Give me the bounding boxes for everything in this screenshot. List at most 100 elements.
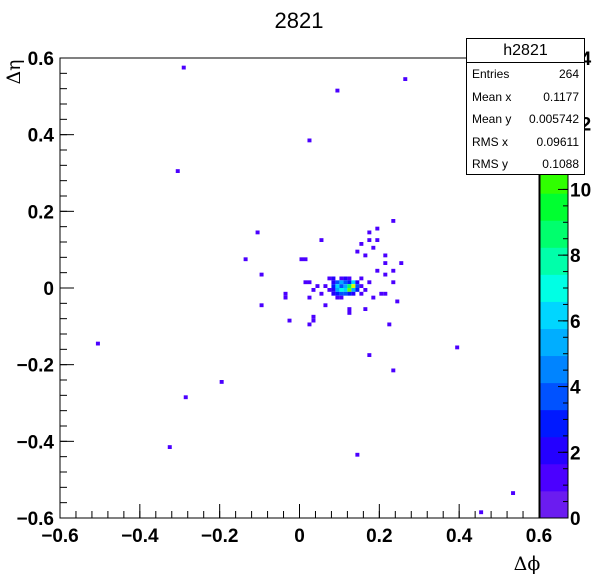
heatmap-cell xyxy=(391,219,396,223)
y-tick-label: −0.4 xyxy=(16,432,54,453)
heatmap-cell xyxy=(307,138,312,143)
y-tick-label: −0.2 xyxy=(16,356,54,377)
heatmap-cell xyxy=(319,238,324,242)
heatmap-cell xyxy=(335,295,340,300)
heatmap-cell xyxy=(311,314,316,319)
heatmap-cell xyxy=(343,288,348,292)
heatmap-cell xyxy=(355,288,360,292)
heatmap-cell xyxy=(375,268,380,273)
color-scale-label: 4 xyxy=(570,378,581,399)
y-tick-label: −0.6 xyxy=(16,509,54,530)
stats-value: 0.1088 xyxy=(542,157,579,172)
color-scale-label: 2 xyxy=(570,443,581,464)
color-scale-label: 6 xyxy=(570,312,581,333)
x-tick-label: 0 xyxy=(294,526,305,547)
heatmap-cell xyxy=(343,284,348,288)
heatmap-cell xyxy=(391,280,396,285)
heatmap-cell xyxy=(303,280,308,285)
x-tick-label: −0.2 xyxy=(201,526,239,547)
heatmap-cell xyxy=(375,226,380,231)
heatmap-cell xyxy=(327,288,332,292)
x-axis-label: Δϕ xyxy=(514,553,541,575)
color-scale-segment xyxy=(540,409,568,438)
heatmap-cell xyxy=(243,257,248,262)
heatmap-cell xyxy=(331,276,336,281)
heatmap-cell xyxy=(335,280,340,285)
heatmap-cell xyxy=(323,284,328,288)
heatmap-cell xyxy=(383,261,388,265)
heatmap-cell xyxy=(331,291,336,296)
heatmap-cell xyxy=(367,280,372,285)
color-scale-label: 8 xyxy=(570,246,581,267)
stats-label: RMS x xyxy=(472,134,508,149)
heatmap-cell xyxy=(347,288,352,292)
heatmap-cell xyxy=(335,288,340,292)
x-tick-label: 0.6 xyxy=(526,526,552,547)
heatmap-cell xyxy=(335,284,340,288)
color-scale-segment xyxy=(540,355,568,384)
heatmap-cell xyxy=(347,284,352,288)
heatmap-cell xyxy=(379,291,384,296)
stats-row-entries: Entries 264 xyxy=(467,63,584,86)
y-axis-label: Δη xyxy=(3,59,25,84)
heatmap-cell xyxy=(315,284,320,288)
heatmap-cell xyxy=(319,291,324,296)
heatmap-cell xyxy=(335,291,340,296)
heatmap-cell xyxy=(339,284,344,288)
heatmap-cell xyxy=(283,295,288,300)
heatmap-cell xyxy=(363,288,368,292)
heatmap-cell xyxy=(327,276,332,281)
stats-row-rms-y: RMS y 0.1088 xyxy=(467,153,584,176)
heatmap-cell xyxy=(259,303,264,308)
heatmap-cell xyxy=(259,272,264,277)
heatmap-cell xyxy=(511,491,516,495)
color-scale-segment xyxy=(540,301,568,329)
heatmap-cell xyxy=(387,322,392,327)
heatmap-cell xyxy=(351,284,356,288)
color-scale-label: 10 xyxy=(570,180,591,201)
heatmap-cell xyxy=(219,380,224,384)
color-scale-segment xyxy=(540,382,568,411)
x-tick-label: −0.4 xyxy=(121,526,159,547)
heatmap-cell xyxy=(351,288,356,292)
heatmap-cell xyxy=(339,295,344,300)
color-scale-segment xyxy=(540,436,568,465)
heatmap-cell xyxy=(359,276,364,281)
heatmap-cell xyxy=(395,299,400,304)
heatmap-cell xyxy=(307,280,312,285)
heatmap-cell xyxy=(335,88,340,93)
heatmap-cell xyxy=(307,322,312,327)
heatmap-cell xyxy=(383,291,388,296)
heatmap-cell xyxy=(355,284,360,288)
heatmap-cell xyxy=(343,276,348,281)
heatmap-cell xyxy=(299,257,304,262)
heatmap-cell xyxy=(367,353,372,357)
heatmap-cell xyxy=(455,345,460,350)
heatmap-cell xyxy=(331,284,336,288)
color-scale-label: 0 xyxy=(570,509,581,530)
heatmap-cell xyxy=(347,291,352,296)
heatmap-cell xyxy=(355,452,360,457)
heatmap-cells xyxy=(95,65,516,515)
color-scale-segment xyxy=(540,193,568,221)
stats-row-mean-y: Mean y 0.005742 xyxy=(467,108,584,131)
heatmap-cell xyxy=(307,295,312,300)
heatmap-cell xyxy=(359,284,364,288)
heatmap-cell xyxy=(347,311,352,315)
heatmap-cell xyxy=(363,253,368,258)
stats-label: RMS y xyxy=(472,157,508,172)
color-scale-segment xyxy=(540,220,568,248)
heatmap-cell xyxy=(339,291,344,296)
y-tick-label: 0 xyxy=(43,279,54,300)
y-tick-label: 0.4 xyxy=(28,126,55,147)
heatmap-cell xyxy=(359,242,364,246)
heatmap-cell xyxy=(359,291,364,296)
heatmap-cell xyxy=(355,280,360,285)
heatmap-cell xyxy=(391,268,396,273)
heatmap-cell xyxy=(355,249,360,254)
heatmap-cell xyxy=(339,276,344,281)
heatmap-cell xyxy=(181,65,186,70)
heatmap-cell xyxy=(95,341,100,346)
heatmap-cell xyxy=(343,291,348,296)
chart-title: 2821 xyxy=(275,8,324,33)
